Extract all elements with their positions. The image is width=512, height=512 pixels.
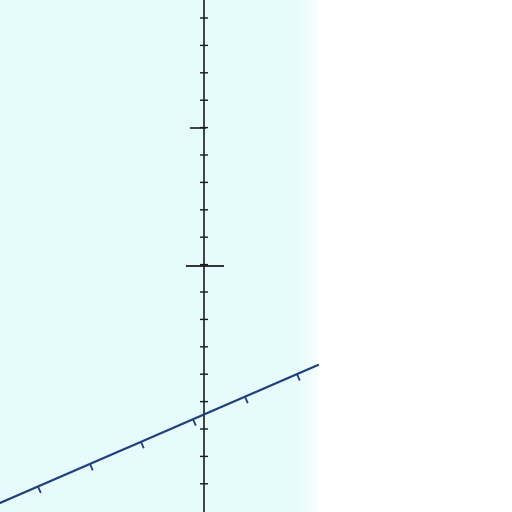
slanted-line-tick [192,418,197,427]
slanted-line [0,363,320,505]
slanted-line-tick [89,463,94,471]
shaded-panel [0,0,318,512]
slanted-line-tick [244,396,249,404]
slanted-axis [0,363,320,505]
vertical-axis [186,0,224,512]
slanted-line-tick [296,373,301,381]
slanted-line-tick [37,486,42,494]
slanted-line-tick [140,441,145,449]
